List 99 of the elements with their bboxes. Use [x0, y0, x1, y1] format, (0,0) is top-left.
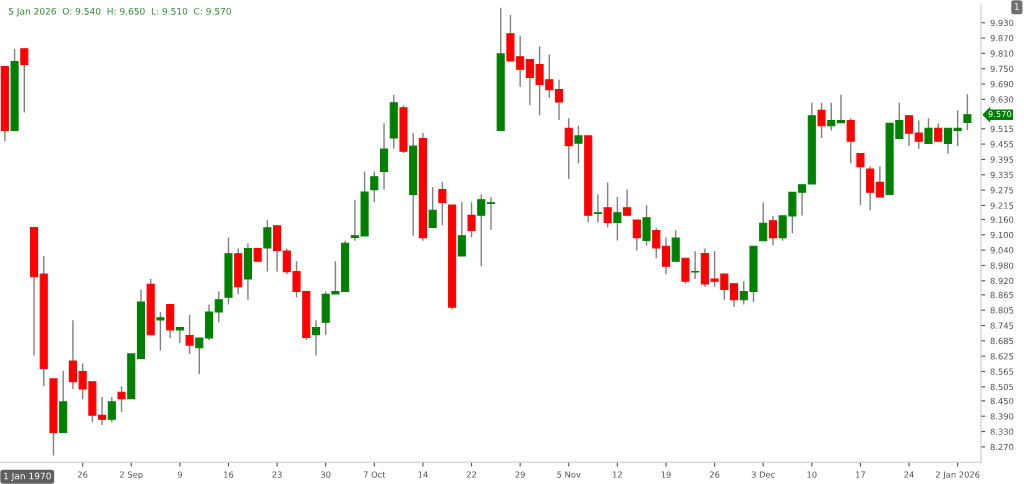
y-tick-label: 8.450 [990, 397, 1014, 405]
candlestick [554, 79, 564, 121]
candlestick [827, 102, 836, 132]
candlestick [185, 314, 194, 355]
x-tick-label: 10 [807, 471, 817, 478]
x-tick-label: 2 Jan 2026 [935, 471, 980, 480]
y-tick-label: 9.630 [990, 96, 1014, 103]
candlestick [681, 257, 690, 285]
candlestick [768, 215, 777, 247]
text: 9.570 [988, 110, 1012, 118]
y-tick-label: 9.335 [990, 171, 1014, 179]
y-tick-label: 9.690 [990, 81, 1014, 88]
candlestick [574, 125, 583, 164]
candlestick [953, 109, 962, 147]
candlestick [691, 250, 700, 280]
candlestick [875, 165, 884, 198]
x-tick-label: 24 [904, 471, 914, 478]
y-tick-label: 8.270 [990, 443, 1014, 451]
candlestick [914, 119, 923, 150]
candlestick [661, 236, 671, 275]
x-tick-label: 23 [272, 471, 282, 478]
y-tick-label: 8.565 [990, 368, 1014, 375]
x-tick-label: 14 [418, 471, 428, 478]
candlestick [564, 117, 573, 180]
candlestick [642, 204, 651, 247]
chart-title: 5 Jan 2026 O: 9.540 H: 9.650 L: 9.510 C: 9.570 [8, 7, 232, 17]
candlestick [623, 188, 632, 216]
text: 1 [1014, 3, 1019, 10]
candlestick [428, 186, 437, 229]
y-tick-label: 9.455 [990, 141, 1014, 148]
x-tick-label: 26 [77, 471, 88, 478]
x-tick-label: 5 Nov [557, 471, 581, 478]
y-tick-label: 9.870 [990, 35, 1014, 42]
candlestick [836, 94, 846, 124]
x-tick-label: 19 [661, 471, 671, 478]
y-tick-label: 8.505 [990, 383, 1014, 391]
x-tick-label: 9 [177, 471, 182, 478]
candlestick [457, 201, 466, 257]
candlestick [904, 115, 914, 147]
candlestick [379, 122, 389, 191]
y-tick-label: 9.515 [990, 125, 1014, 133]
y-tick-label: 9.160 [990, 216, 1014, 223]
candlestick [603, 181, 612, 229]
candlestick [671, 229, 680, 262]
candlestick [263, 219, 272, 273]
candlestick [924, 117, 933, 145]
y-tick-label: 8.865 [990, 291, 1014, 299]
candlestick [866, 165, 875, 211]
y-tick-label: 9.750 [990, 65, 1014, 72]
text: 1 Jan 1970 [4, 472, 51, 482]
candlestick [652, 227, 661, 260]
candlestick [438, 180, 447, 227]
candlestick [214, 290, 223, 323]
candlestick [846, 117, 855, 164]
candlestick [20, 48, 29, 114]
y-tick-label: 9.810 [990, 50, 1014, 57]
y-tick-label: 9.275 [990, 187, 1014, 194]
x-tick-label: 17 [856, 471, 866, 478]
candlestick [729, 283, 739, 308]
x-tick-label: 12 [612, 471, 622, 478]
x-tick-label: 29 [515, 471, 525, 478]
x-tick-label: 30 [321, 471, 331, 478]
candlestick [856, 152, 865, 206]
candlestick [817, 102, 826, 139]
y-tick-label: 8.330 [990, 428, 1014, 435]
y-tick-label: 8.980 [990, 262, 1014, 269]
candlestick [613, 196, 622, 242]
x-tick-label: 26 [709, 471, 720, 478]
candlestick [156, 311, 165, 352]
y-tick-label: 8.920 [990, 277, 1014, 285]
candlestick [943, 127, 952, 155]
candlestick [477, 193, 486, 267]
x-tick-label: 7 Oct [363, 471, 386, 478]
candlestick [175, 326, 184, 344]
y-tick-label: 9.395 [990, 156, 1014, 163]
x-tick-label: 16 [224, 471, 234, 478]
candlestick [632, 219, 641, 252]
y-tick-label: 9.930 [990, 19, 1014, 27]
candlestick [963, 93, 972, 131]
candlestick [370, 170, 379, 204]
candlestick [759, 201, 768, 242]
candlestick [467, 201, 476, 239]
y-tick-label: 9.215 [990, 202, 1014, 209]
x-tick-label: 2 Sep [120, 471, 143, 480]
y-tick-label: 8.745 [990, 322, 1014, 329]
y-tick-label: 8.805 [990, 307, 1014, 314]
x-tick-label: 3 Dec [751, 471, 775, 478]
y-tick-label: 8.625 [990, 353, 1014, 360]
y-tick-label: 9.100 [990, 231, 1014, 239]
y-tick-label: 9.040 [990, 247, 1014, 254]
candlestick [486, 196, 496, 231]
x-tick-label: 22 [466, 471, 476, 478]
candlestick [117, 385, 126, 413]
candlestick [195, 337, 204, 375]
candlestick [593, 193, 602, 223]
candlestick [311, 319, 321, 357]
y-tick-label: 8.390 [990, 413, 1014, 420]
y-tick-label: 8.685 [990, 337, 1014, 345]
candlestick [107, 396, 116, 424]
